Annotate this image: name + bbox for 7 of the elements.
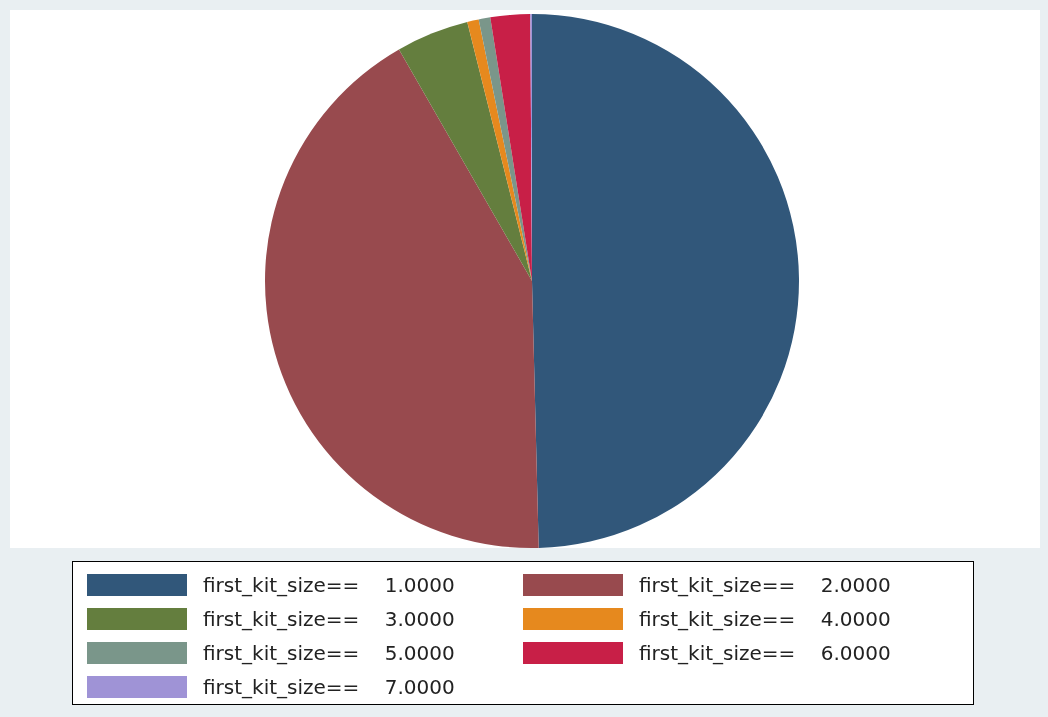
legend-label: first_kit_size== 1.0000 — [203, 573, 455, 597]
legend-label: first_kit_size== 6.0000 — [639, 641, 891, 665]
legend-label: first_kit_size== 4.0000 — [639, 607, 891, 631]
legend-label: first_kit_size== 7.0000 — [203, 675, 455, 699]
legend-label: first_kit_size== 2.0000 — [639, 573, 891, 597]
legend-label: first_kit_size== 3.0000 — [203, 607, 455, 631]
legend-label: first_kit_size== 5.0000 — [203, 641, 455, 665]
